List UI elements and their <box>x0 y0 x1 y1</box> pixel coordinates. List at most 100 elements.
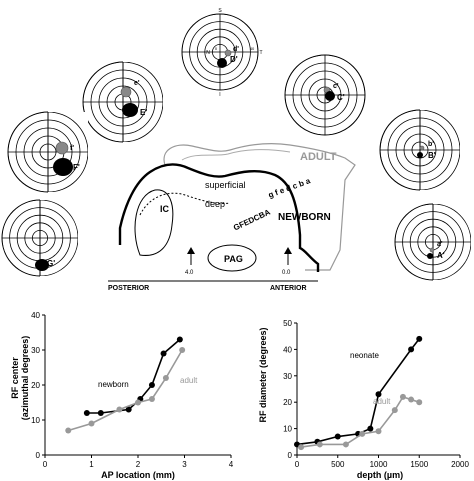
y-tick-label: 10 <box>31 416 40 425</box>
newborn-label: NEWBORN <box>278 212 331 223</box>
y-tick-label: 40 <box>31 311 40 320</box>
rf-newborn-label: E' <box>140 108 147 117</box>
data-point-adult <box>408 396 415 403</box>
rf-plot-f: F' f' <box>7 111 88 193</box>
rf-newborn-label: D' <box>230 55 238 64</box>
compass-right-tick: 40 <box>250 46 255 51</box>
y-tick-label: 0 <box>36 451 41 460</box>
data-point-adult <box>162 375 169 381</box>
rf-newborn-field <box>53 158 73 176</box>
data-point-adult <box>65 427 72 434</box>
x-tick-label: 1000 <box>370 460 388 469</box>
newborn-outline <box>118 163 320 272</box>
x-tick-label: 4 <box>229 460 234 469</box>
rf-adult-field <box>429 247 435 253</box>
adult-sites-label: g f e d c b a <box>267 176 312 200</box>
superficial-label: superficial <box>205 180 246 190</box>
ic-label: IC <box>160 204 170 214</box>
deep-label: deep <box>205 199 225 209</box>
x-tick-label: 500 <box>331 460 345 469</box>
x-tick-label: 1 <box>89 460 94 469</box>
x-tick-label: 1500 <box>410 460 428 469</box>
rf-plot-c: C' c' <box>284 54 366 136</box>
compass-left: N <box>206 50 210 56</box>
chart-left-xlabel: AP location (mm) <box>101 470 175 480</box>
rf-border <box>1 199 41 277</box>
data-point-newborn <box>176 336 183 343</box>
rf-border <box>82 61 124 143</box>
data-point-newborn <box>83 410 90 416</box>
y-tick-label: 40 <box>283 345 292 354</box>
data-point-adult <box>135 399 141 406</box>
series-label-adult: adult <box>373 397 391 406</box>
y-tick-label: 10 <box>283 425 292 434</box>
rf-newborn-field <box>217 58 227 68</box>
chart-left-ylabel-2: (azimuthal degrees) <box>20 336 30 421</box>
rf-adult-field <box>55 141 69 155</box>
rf-newborn-field <box>427 253 433 259</box>
series-line-adult <box>68 349 183 432</box>
compass-top: S <box>218 8 222 14</box>
x-tick-label: 0 <box>43 460 48 469</box>
chart-right-xlabel: depth (µm) <box>357 470 403 480</box>
ap-marker-posterior: 4.0 <box>185 247 195 276</box>
x-tick-label: 2 <box>136 460 141 469</box>
rf-newborn-label: C' <box>337 93 345 102</box>
receptive-field-plots: D' d' E' e' C' c' F' f' B' b' G' A' a' S I N T 0 40 <box>1 8 471 281</box>
data-point-newborn <box>148 382 155 388</box>
newborn-deep-boundary <box>139 192 231 216</box>
data-point-adult <box>298 444 305 451</box>
posterior-label: POSTERIOR <box>108 285 149 292</box>
ic-region <box>134 189 174 256</box>
x-tick-label: 0 <box>295 460 300 469</box>
rf-border <box>284 54 366 136</box>
svg-text:0.0: 0.0 <box>282 270 291 276</box>
rf-border <box>379 109 421 191</box>
rf-newborn-field <box>325 91 335 101</box>
pag-label: PAG <box>224 254 243 264</box>
data-point-neonate <box>408 346 415 353</box>
rf-border <box>181 13 259 91</box>
adult-outline <box>163 143 356 271</box>
rf-adult-field <box>120 86 132 98</box>
data-point-neonate <box>367 425 374 432</box>
rf-plot-g: G' <box>1 199 78 277</box>
rf-newborn-label: G' <box>47 259 55 268</box>
data-point-adult <box>316 441 323 448</box>
data-point-adult <box>179 347 186 353</box>
x-tick-label: 3 <box>182 460 187 469</box>
series-line-neonate <box>296 338 420 446</box>
pag-region <box>207 244 257 272</box>
y-tick-label: 20 <box>283 398 292 407</box>
rf-newborn-field <box>35 259 49 271</box>
rf-newborn-label: A' <box>437 251 445 260</box>
rf-plot-b: B' b' <box>379 109 460 191</box>
rf-border <box>7 111 49 193</box>
x-tick-label: 2000 <box>451 460 469 469</box>
data-point-neonate <box>375 391 382 398</box>
rf-adult-label: f' <box>70 145 74 152</box>
compass-right: T <box>259 50 262 56</box>
rf-adult-label: d' <box>233 46 239 53</box>
anterior-label: ANTERIOR <box>270 285 307 292</box>
rf-newborn-field <box>417 152 423 158</box>
data-point-newborn <box>97 410 104 416</box>
rf-plot-d: D' d' <box>181 13 259 91</box>
y-tick-label: 0 <box>288 451 293 460</box>
data-point-newborn <box>160 350 167 357</box>
series-label-neonate: neonate <box>350 351 379 360</box>
y-tick-label: 50 <box>283 319 292 328</box>
data-point-adult <box>88 420 95 427</box>
rf-adult-field <box>224 49 232 57</box>
data-point-adult <box>342 441 349 448</box>
chart-rf-center: RF center (azimuthal degrees) AP locatio… <box>10 311 234 480</box>
newborn-sites-label: GFEDCBA <box>232 207 272 232</box>
series-label-adult: adult <box>180 376 198 385</box>
rf-newborn-label: B' <box>428 151 436 160</box>
rf-adult-label: b' <box>428 141 434 148</box>
data-point-newborn <box>125 406 132 413</box>
svg-text:4.0: 4.0 <box>185 270 194 276</box>
chart-rf-diameter: RF diameter (degrees) depth (µm) 0 500 100… <box>258 319 469 480</box>
chart-right-ylabel: RF diameter (degrees) <box>258 327 268 422</box>
